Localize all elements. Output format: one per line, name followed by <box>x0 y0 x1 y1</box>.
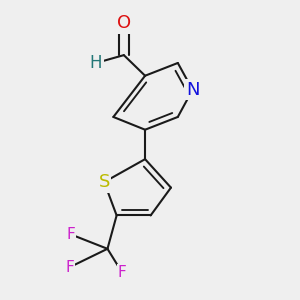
Text: H: H <box>90 54 102 72</box>
Text: O: O <box>117 14 131 32</box>
Text: N: N <box>186 81 199 99</box>
Text: F: F <box>65 260 74 274</box>
Text: F: F <box>118 265 127 280</box>
Text: S: S <box>98 173 110 191</box>
Text: F: F <box>67 227 75 242</box>
